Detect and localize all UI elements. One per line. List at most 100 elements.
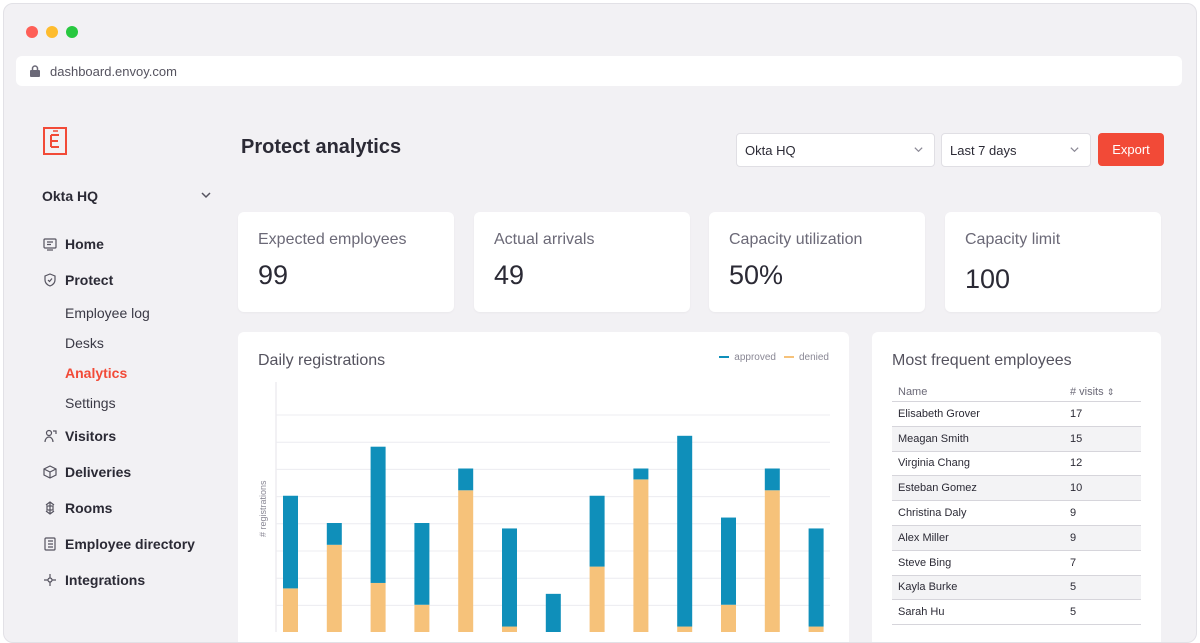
sidebar-item-visitors[interactable]: Visitors <box>42 418 214 454</box>
table-header: Name # visits ⇕ <box>892 382 1141 402</box>
sidebar: Okta HQ Home Protect Employee log Desks … <box>42 182 214 598</box>
bar-approved <box>283 495 298 589</box>
bar-approved <box>458 468 474 491</box>
sidebar-item-deliveries[interactable]: Deliveries <box>42 454 214 490</box>
employee-name: Alex Miller <box>898 531 949 544</box>
stat-label: Capacity limit <box>965 231 1061 248</box>
table-row[interactable]: Steve Bing 7 <box>892 551 1141 576</box>
sidebar-item-label: Integrations <box>65 572 146 588</box>
close-window-button[interactable] <box>26 26 38 38</box>
stat-label: Actual arrivals <box>494 231 595 248</box>
visit-count: 17 <box>1070 407 1083 420</box>
sidebar-item-label: Visitors <box>65 428 117 444</box>
sidebar-item-label: Home <box>65 236 104 252</box>
integrations-icon <box>42 572 58 588</box>
column-header-visits[interactable]: # visits ⇕ <box>1070 385 1115 398</box>
employee-name: Kayla Burke <box>898 581 958 594</box>
table-body: Elisabeth Grover 17 Meagan Smith 15 Virginia… <box>892 402 1141 626</box>
sidebar-subitem-desks[interactable]: Desks <box>65 335 104 351</box>
daily-registrations-card: Daily registrations approved denied # re… <box>238 332 849 642</box>
chevron-down-icon <box>913 143 924 158</box>
visit-count: 9 <box>1070 507 1077 520</box>
registrations-bar-chart: # registrations <box>258 382 830 632</box>
employee-name: Meagan Smith <box>898 432 969 445</box>
table-row[interactable]: Esteban Gomez 10 <box>892 476 1141 502</box>
visit-count: 5 <box>1070 606 1077 619</box>
location-dropdown-value: Okta HQ <box>745 142 796 158</box>
employee-name: Virginia Chang <box>898 457 970 470</box>
sidebar-item-label: Protect <box>65 272 114 288</box>
rooms-icon <box>42 500 58 516</box>
employee-name: Christina Daly <box>898 507 967 520</box>
bar-approved <box>502 528 517 627</box>
table-row[interactable]: Meagan Smith 15 <box>892 426 1141 452</box>
table-row[interactable]: Elisabeth Grover 17 <box>892 402 1141 427</box>
sidebar-item-rooms[interactable]: Rooms <box>42 490 214 526</box>
location-dropdown[interactable]: Okta HQ <box>736 133 935 167</box>
bar-denied <box>677 626 693 632</box>
visit-count: 10 <box>1070 482 1083 495</box>
visit-count: 12 <box>1070 457 1083 470</box>
stat-label: Capacity utilization <box>729 231 863 248</box>
bar-denied <box>808 626 824 632</box>
bar-denied <box>502 626 517 632</box>
table-row[interactable]: Kayla Burke 5 <box>892 575 1141 601</box>
table-row[interactable]: Christina Daly 9 <box>892 501 1141 526</box>
table-row[interactable]: Sarah Hu 5 <box>892 600 1141 626</box>
visitor-icon <box>42 428 58 444</box>
export-button[interactable]: Export <box>1098 133 1164 166</box>
stat-card-expected-employees: Expected employees 99 <box>238 212 454 312</box>
card-title: Most frequent employees <box>892 352 1072 369</box>
location-selector[interactable]: Okta HQ <box>42 182 214 210</box>
sidebar-item-label: Employee directory <box>65 536 195 552</box>
sidebar-subitem-employee-log[interactable]: Employee log <box>65 305 150 321</box>
table-row[interactable]: Virginia Chang 12 <box>892 452 1141 477</box>
bar-denied <box>283 588 298 632</box>
sidebar-item-protect[interactable]: Protect <box>42 262 214 298</box>
bar-approved <box>808 528 824 627</box>
shield-icon <box>42 272 58 288</box>
window-controls <box>26 26 78 38</box>
bar-denied <box>326 544 342 632</box>
stat-card-actual-arrivals: Actual arrivals 49 <box>474 212 690 312</box>
bar-approved <box>545 593 561 632</box>
legend-item-denied: denied <box>783 352 829 363</box>
bar-denied <box>414 604 430 632</box>
table-row[interactable]: Alex Miller 9 <box>892 525 1141 551</box>
frequent-employees-table: Name # visits ⇕ Elisabeth Grover 17 Meagan… <box>892 382 1141 626</box>
package-icon <box>42 464 58 480</box>
employee-name: Esteban Gomez <box>898 482 977 495</box>
address-bar[interactable]: dashboard.envoy.com <box>16 56 1182 86</box>
chart-legend: approved denied <box>719 352 829 363</box>
sidebar-subitem-analytics[interactable]: Analytics <box>65 365 128 381</box>
stat-card-capacity-utilization: Capacity utilization 50% <box>709 212 925 312</box>
sidebar-item-employee-directory[interactable]: Employee directory <box>42 526 214 562</box>
sidebar-item-home[interactable]: Home <box>42 226 214 262</box>
sidebar-item-label: Rooms <box>65 500 113 516</box>
date-range-dropdown[interactable]: Last 7 days <box>941 133 1091 167</box>
visit-count: 9 <box>1070 531 1077 544</box>
chevron-down-icon <box>1069 143 1080 158</box>
lock-icon <box>28 64 42 78</box>
stat-value: 100 <box>965 264 1011 294</box>
bar-denied <box>721 604 736 632</box>
bar-approved <box>326 523 342 545</box>
sidebar-subitem-settings[interactable]: Settings <box>65 395 116 411</box>
maximize-window-button[interactable] <box>66 26 78 38</box>
home-icon <box>42 236 58 252</box>
envoy-logo[interactable] <box>42 126 68 156</box>
stat-value: 99 <box>258 260 289 290</box>
browser-window: dashboard.envoy.com Okta HQ Home Protect <box>3 3 1197 643</box>
bar-approved <box>370 446 386 583</box>
stat-label: Expected employees <box>258 231 407 248</box>
visit-count: 7 <box>1070 556 1077 569</box>
column-header-name[interactable]: Name <box>898 385 928 398</box>
bar-denied <box>370 582 386 632</box>
bar-denied <box>764 490 780 632</box>
employee-name: Elisabeth Grover <box>898 407 980 420</box>
sidebar-item-label: Deliveries <box>65 464 132 480</box>
chevron-down-icon <box>200 188 212 204</box>
most-frequent-employees-card: Most frequent employees Name # visits ⇕ … <box>872 332 1161 642</box>
sidebar-item-integrations[interactable]: Integrations <box>42 562 214 598</box>
minimize-window-button[interactable] <box>46 26 58 38</box>
